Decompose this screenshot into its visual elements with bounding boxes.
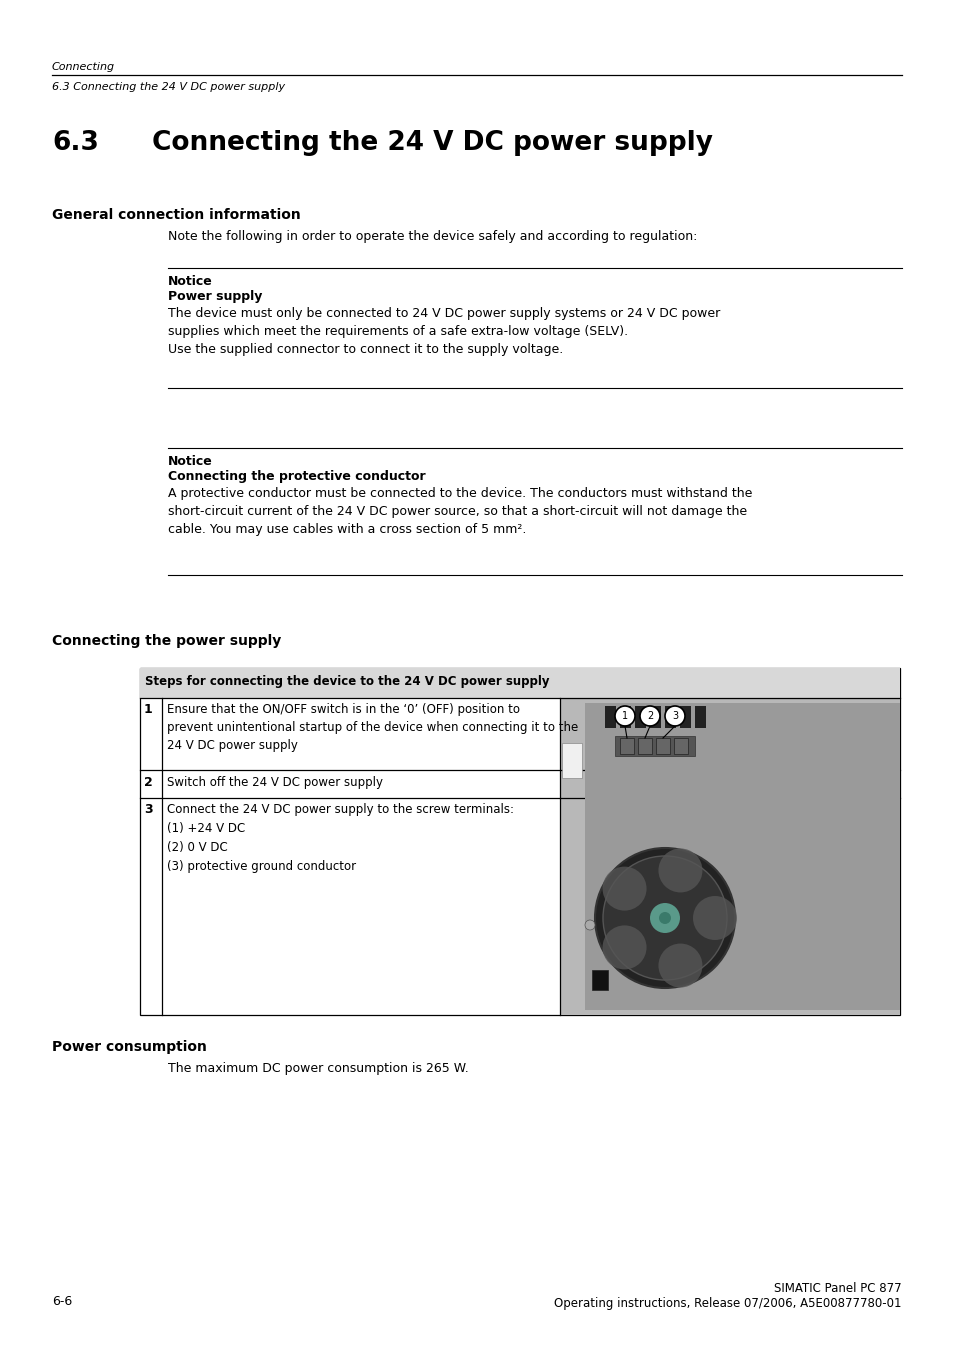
Text: Operating instructions, Release 07/2006, A5E00877780-01: Operating instructions, Release 07/2006,… [554,1297,901,1310]
Circle shape [615,707,635,725]
Text: 1: 1 [621,711,627,721]
Bar [592,970,607,990]
Circle shape [664,707,684,725]
Text: 6.3 Connecting the 24 V DC power supply: 6.3 Connecting the 24 V DC power supply [52,82,285,92]
Bar [635,707,645,717]
Bar [649,717,660,728]
Bar [619,717,630,728]
Bar [664,707,676,717]
Bar [604,717,616,728]
Bar [619,707,630,717]
Bar [604,707,616,717]
Text: General connection information: General connection information [52,208,300,222]
Bar [140,667,899,698]
Text: Connecting the protective conductor: Connecting the protective conductor [168,470,425,484]
Bar [679,717,690,728]
Text: The device must only be connected to 24 V DC power supply systems or 24 V DC pow: The device must only be connected to 24 … [168,307,720,357]
Bar [656,738,669,754]
Circle shape [595,848,734,988]
Bar [664,717,676,728]
Circle shape [658,943,701,988]
Bar [635,717,645,728]
Text: Power supply: Power supply [168,290,262,303]
Bar [695,717,705,728]
Text: 1: 1 [144,703,152,716]
Text: SIMATIC Panel PC 877: SIMATIC Panel PC 877 [774,1282,901,1296]
Text: 6-6: 6-6 [52,1296,72,1308]
Text: Steps for connecting the device to the 24 V DC power supply: Steps for connecting the device to the 2… [145,676,549,688]
Text: 3: 3 [671,711,678,721]
Bar [695,707,705,717]
Bar [649,707,660,717]
Bar [673,738,687,754]
Bar [638,738,651,754]
Text: 3: 3 [144,802,152,816]
Text: 2: 2 [144,775,152,789]
Text: Connecting the power supply: Connecting the power supply [52,634,281,648]
Text: Connecting: Connecting [52,62,115,72]
Text: 2: 2 [646,711,653,721]
Bar [559,698,899,1015]
Bar [140,667,899,1015]
Text: The maximum DC power consumption is 265 W.: The maximum DC power consumption is 265 … [168,1062,468,1075]
Circle shape [602,857,726,979]
Circle shape [659,912,670,924]
Circle shape [602,925,646,970]
Text: 6.3: 6.3 [52,130,99,155]
Circle shape [584,920,595,929]
Text: Connect the 24 V DC power supply to the screw terminals:
(1) +24 V DC
(2) 0 V DC: Connect the 24 V DC power supply to the … [167,802,514,873]
Text: Ensure that the ON/OFF switch is in the ‘0’ (OFF) position to
prevent unintentio: Ensure that the ON/OFF switch is in the … [167,703,578,753]
Circle shape [602,866,646,911]
Text: Note the following in order to operate the device safely and according to regula: Note the following in order to operate t… [168,230,697,243]
Text: Connecting the 24 V DC power supply: Connecting the 24 V DC power supply [152,130,712,155]
Text: Switch off the 24 V DC power supply: Switch off the 24 V DC power supply [167,775,382,789]
Circle shape [639,707,659,725]
Bar [561,743,581,778]
Text: Power consumption: Power consumption [52,1040,207,1054]
Circle shape [649,902,679,934]
Circle shape [658,848,701,893]
Text: A protective conductor must be connected to the device. The conductors must with: A protective conductor must be connected… [168,486,752,536]
Bar [679,707,690,717]
Text: Notice: Notice [168,455,213,467]
Bar [584,703,899,1011]
Bar [615,736,695,757]
Bar [619,738,634,754]
Text: Notice: Notice [168,276,213,288]
Circle shape [692,896,737,940]
